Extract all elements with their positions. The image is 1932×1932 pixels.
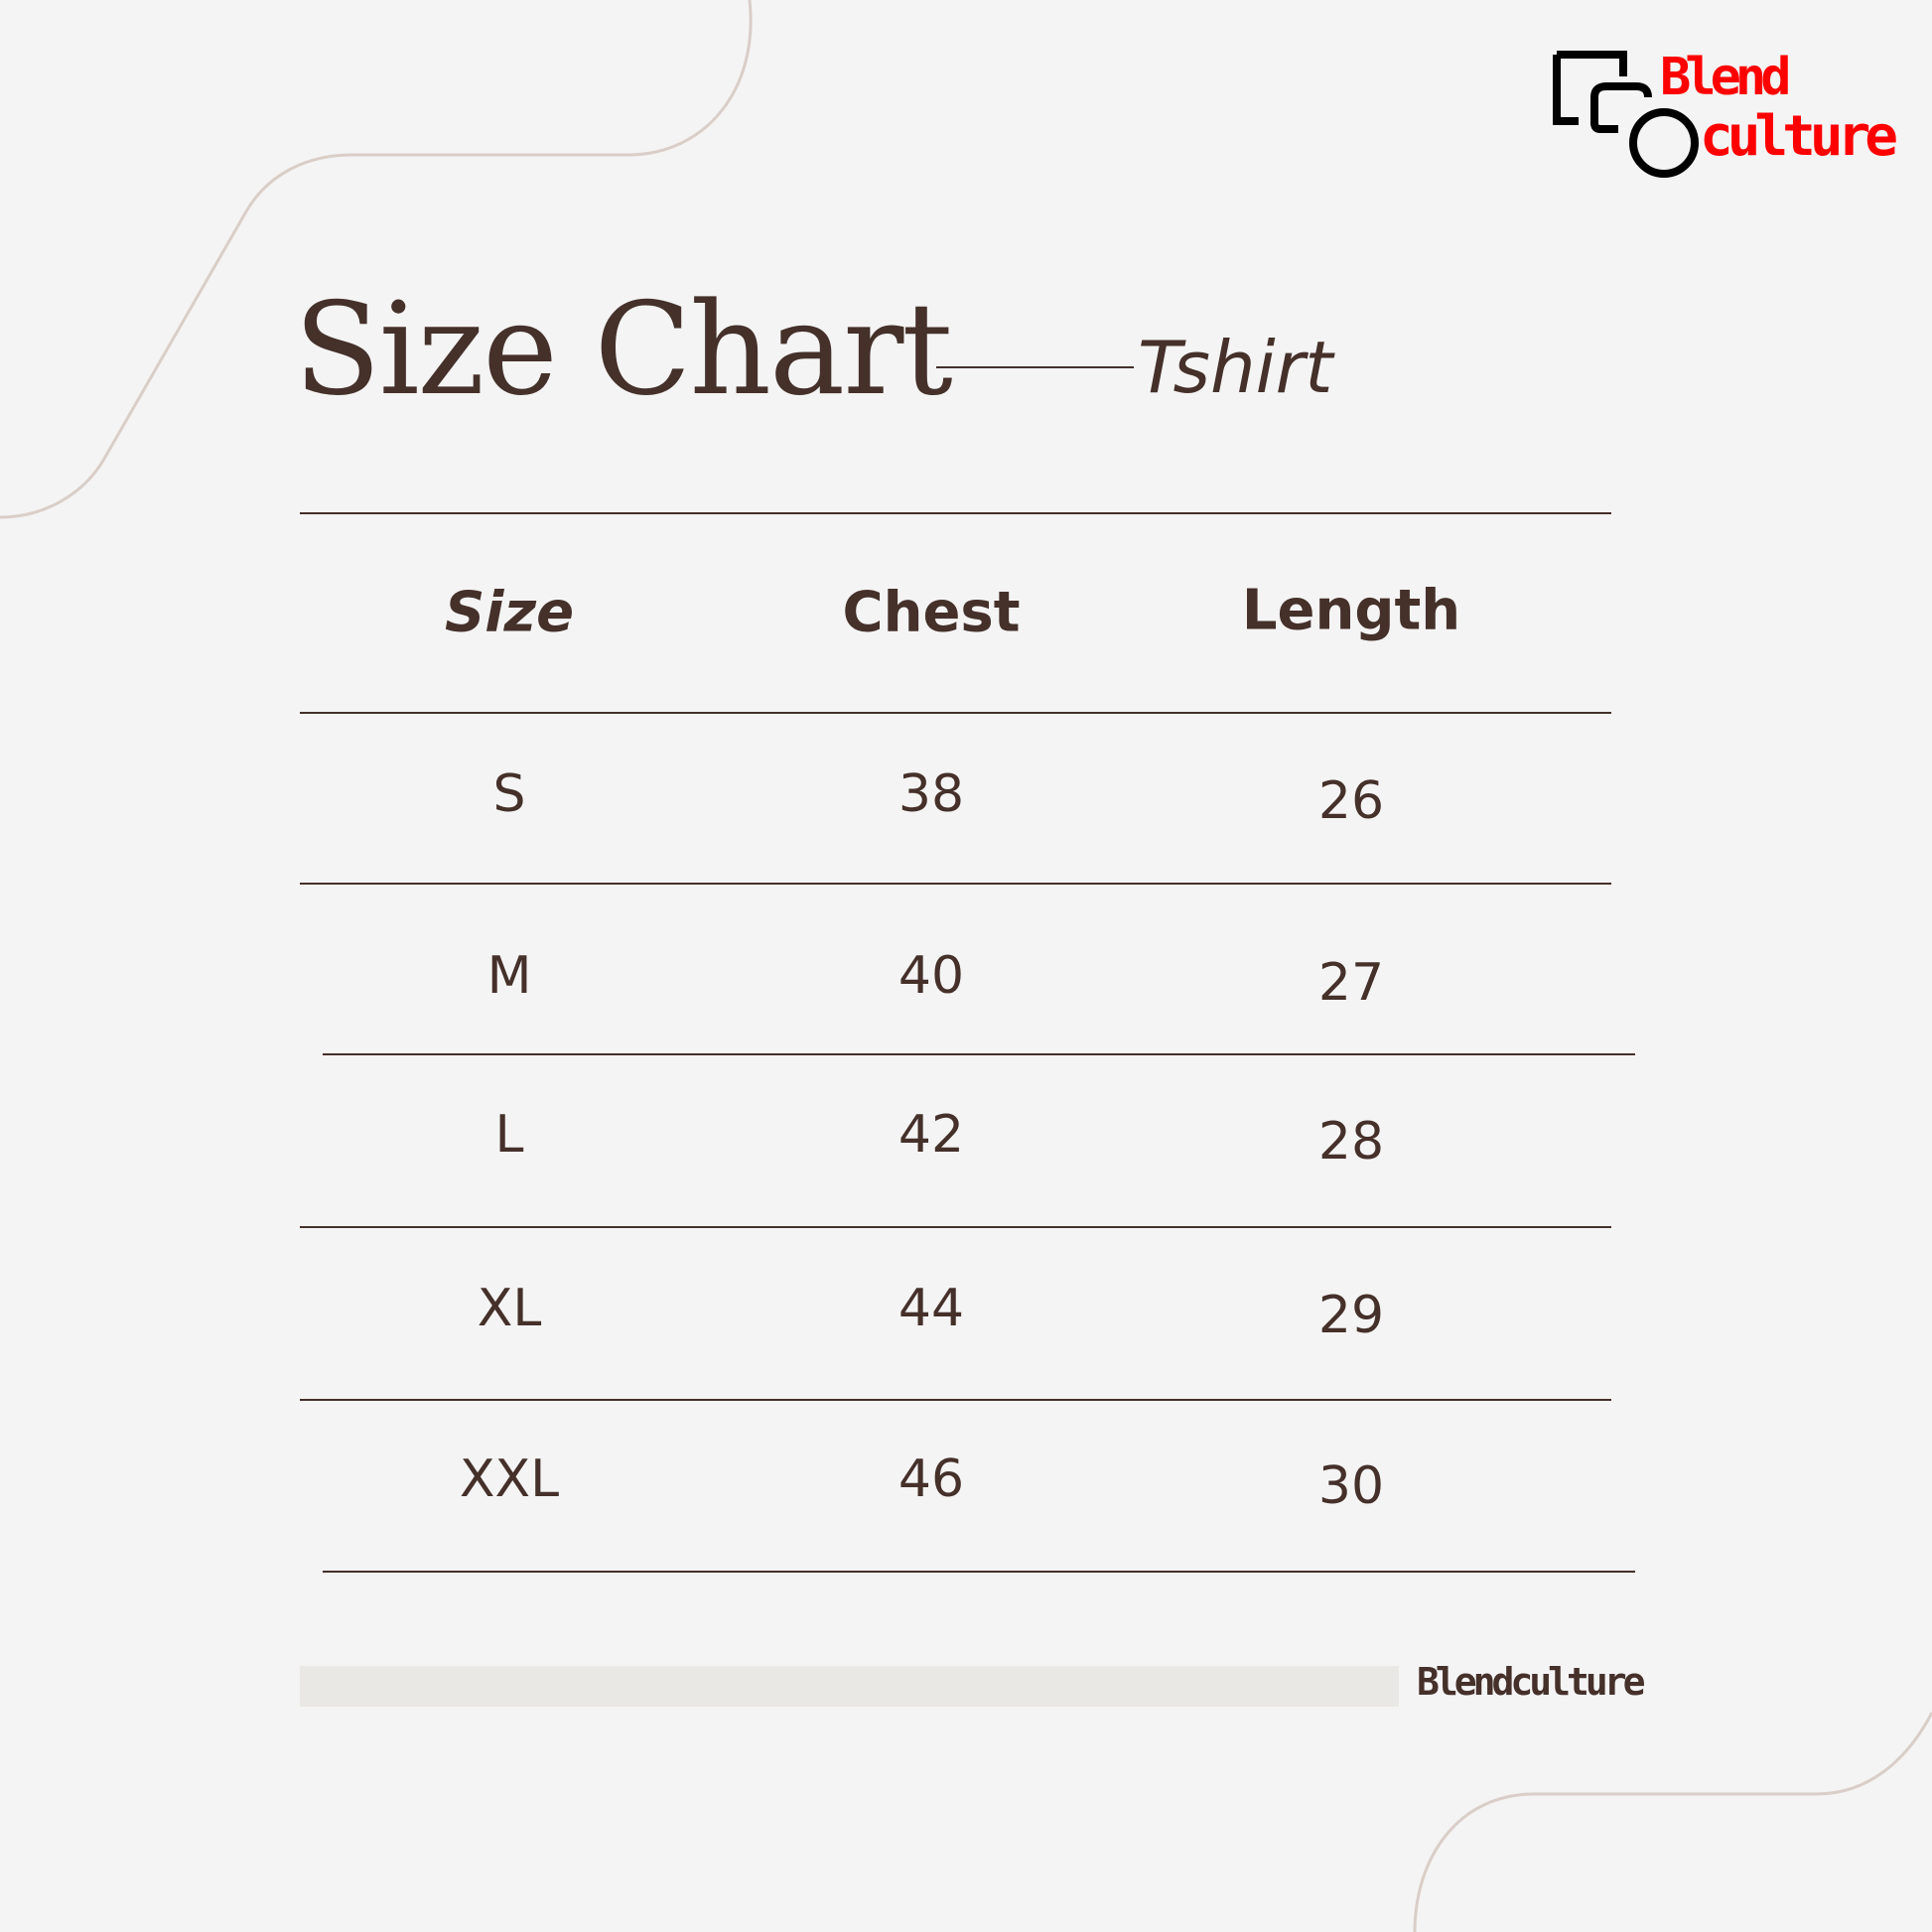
cell-length: 28 xyxy=(1317,1112,1385,1172)
cell-length: 26 xyxy=(1317,771,1385,831)
cell-size: L xyxy=(494,1105,524,1165)
footer-bar xyxy=(300,1666,1399,1707)
page-title: Size Chart xyxy=(294,276,953,424)
cell-chest: 46 xyxy=(897,1449,965,1509)
cell-chest: 38 xyxy=(897,764,965,824)
table-rule xyxy=(323,1053,1635,1055)
cell-size: XL xyxy=(477,1279,542,1338)
page-subtitle: Tshirt xyxy=(1138,326,1333,409)
cell-length: 27 xyxy=(1317,953,1385,1013)
logo-text-culture: culture xyxy=(1700,104,1898,169)
cell-length: 29 xyxy=(1317,1286,1385,1345)
footer-brand: Blendculture xyxy=(1417,1660,1646,1704)
cell-chest: 44 xyxy=(897,1279,965,1338)
cell-chest: 40 xyxy=(897,946,965,1006)
cell-chest: 42 xyxy=(897,1105,965,1165)
cell-length: 30 xyxy=(1317,1456,1385,1516)
header-length: Length xyxy=(1241,578,1461,643)
logo-text-blend: Blend xyxy=(1660,48,1792,107)
title-divider xyxy=(936,366,1134,368)
cell-size: M xyxy=(486,946,532,1006)
brand-logo: Blend culture xyxy=(1549,48,1898,193)
header-chest: Chest xyxy=(842,580,1021,645)
table-rule xyxy=(323,1571,1635,1573)
cell-size: S xyxy=(492,764,526,824)
table-rule xyxy=(300,1226,1611,1228)
header-size: Size xyxy=(444,580,575,645)
table-rule xyxy=(300,512,1611,514)
table-rule xyxy=(300,883,1611,885)
cell-size: XXL xyxy=(459,1449,560,1509)
table-rule xyxy=(300,1399,1611,1401)
table-rule xyxy=(300,712,1611,714)
